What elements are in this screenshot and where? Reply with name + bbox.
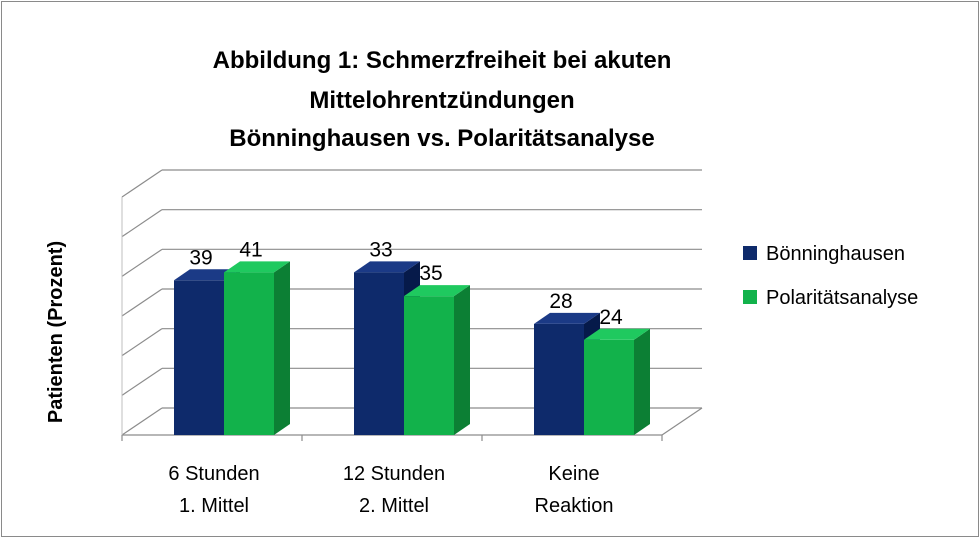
x-tick-label: 1. Mittel — [179, 495, 249, 517]
chart-title-line: Bönninghausen vs. Polaritätsanalyse — [229, 125, 654, 152]
bar-0-1 — [354, 272, 404, 435]
gridline-side — [121, 407, 163, 436]
bar-top-1-2 — [584, 328, 650, 340]
bar-side-1-1 — [454, 285, 470, 435]
bar-top-0-2 — [534, 312, 600, 324]
legend-label-0: Bönninghausen — [766, 243, 905, 265]
bar-0-2 — [534, 323, 584, 435]
bar-1-2 — [584, 339, 634, 435]
data-label: 41 — [239, 238, 262, 261]
x-tick-label: Keine — [548, 463, 599, 485]
gridline-side — [121, 248, 163, 277]
gridline-side — [121, 209, 163, 238]
gridline-side — [121, 328, 163, 357]
data-label: 39 — [189, 246, 212, 269]
legend-swatch-1 — [743, 290, 757, 304]
chart-title-line: Mittelohrentzündungen — [309, 87, 574, 114]
y-axis-label: Patienten (Prozent) — [45, 241, 67, 423]
legend-swatch-0 — [743, 246, 757, 260]
x-tick-label: 2. Mittel — [359, 495, 429, 517]
legend-label-1: Polaritätsanalyse — [766, 287, 918, 309]
bar-side-1-0 — [274, 261, 290, 435]
bar-side-1-2 — [634, 328, 650, 435]
chart-title-line: Abbildung 1: Schmerzfreiheit bei akuten — [213, 47, 672, 74]
bar-top-1-1 — [404, 285, 470, 297]
data-label: 24 — [599, 306, 623, 329]
gridline-side — [121, 288, 163, 317]
bar-1-0 — [224, 272, 274, 435]
gridline-side — [121, 367, 163, 396]
data-label: 33 — [369, 238, 392, 261]
gridline-side — [121, 169, 163, 198]
bar-top-1-0 — [224, 261, 290, 273]
x-tick-label: Reaktion — [535, 495, 614, 517]
floor-right-edge — [661, 407, 703, 436]
bar-1-1 — [404, 296, 454, 435]
bar-top-0-0 — [174, 269, 240, 281]
data-label: 28 — [549, 290, 572, 313]
x-tick-label: 12 Stunden — [343, 463, 445, 485]
bar-top-0-1 — [354, 261, 420, 273]
data-label: 35 — [419, 262, 442, 285]
x-tick-label: 6 Stunden — [168, 463, 259, 485]
bar-0-0 — [174, 280, 224, 435]
